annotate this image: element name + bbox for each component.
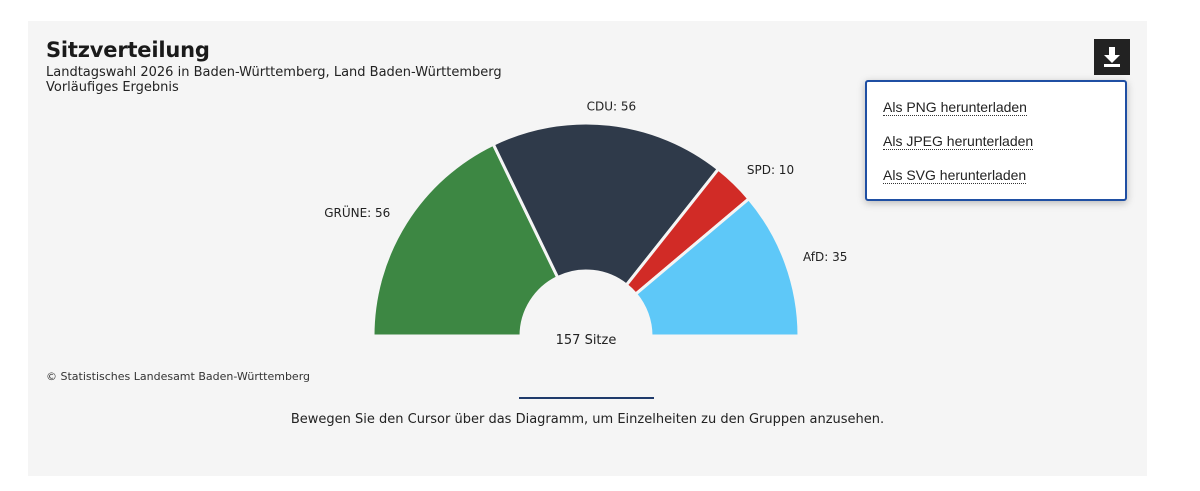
- seat-distribution-chart[interactable]: GRÜNE: 56 CDU: 56 SPD: 10 AfD: 35 157 Sitze: [28, 21, 1147, 361]
- download-menu: Als PNG herunterladen Als JPEG herunterl…: [865, 80, 1127, 201]
- hover-hint: Bewegen Sie den Cursor über das Diagramm…: [290, 412, 885, 427]
- label-spd: SPD: 10: [747, 163, 794, 177]
- credit-text: © Statistisches Landesamt Baden-Württemb…: [46, 370, 311, 383]
- slice-grüne[interactable]: [371, 142, 560, 338]
- subtitle-status: Vorläufiges Ergebnis: [46, 80, 179, 95]
- slice-afd[interactable]: [634, 197, 801, 338]
- label-afd: AfD: 35: [803, 250, 847, 264]
- download-icon: [1104, 47, 1120, 67]
- label-grüne: GRÜNE: 56: [324, 204, 390, 220]
- download-button[interactable]: [1094, 39, 1130, 75]
- download-png-item[interactable]: Als PNG herunterladen: [883, 99, 1027, 116]
- subtitle-election: Landtagswahl 2026 in Baden-Württemberg, …: [46, 65, 502, 80]
- chart-subtitle: Landtagswahl 2026 in Baden-Württemberg, …: [46, 65, 502, 95]
- chart-title: Sitzverteilung: [46, 38, 210, 62]
- download-svg-item[interactable]: Als SVG herunterladen: [883, 167, 1027, 184]
- chart-panel: Sitzverteilung Landtagswahl 2026 in Bade…: [28, 21, 1147, 476]
- center-label: 157 Sitze: [556, 333, 617, 348]
- label-cdu: CDU: 56: [587, 99, 637, 113]
- download-jpeg-item[interactable]: Als JPEG herunterladen: [883, 133, 1034, 150]
- divider: [519, 397, 654, 399]
- slice-cdu[interactable]: [491, 121, 720, 287]
